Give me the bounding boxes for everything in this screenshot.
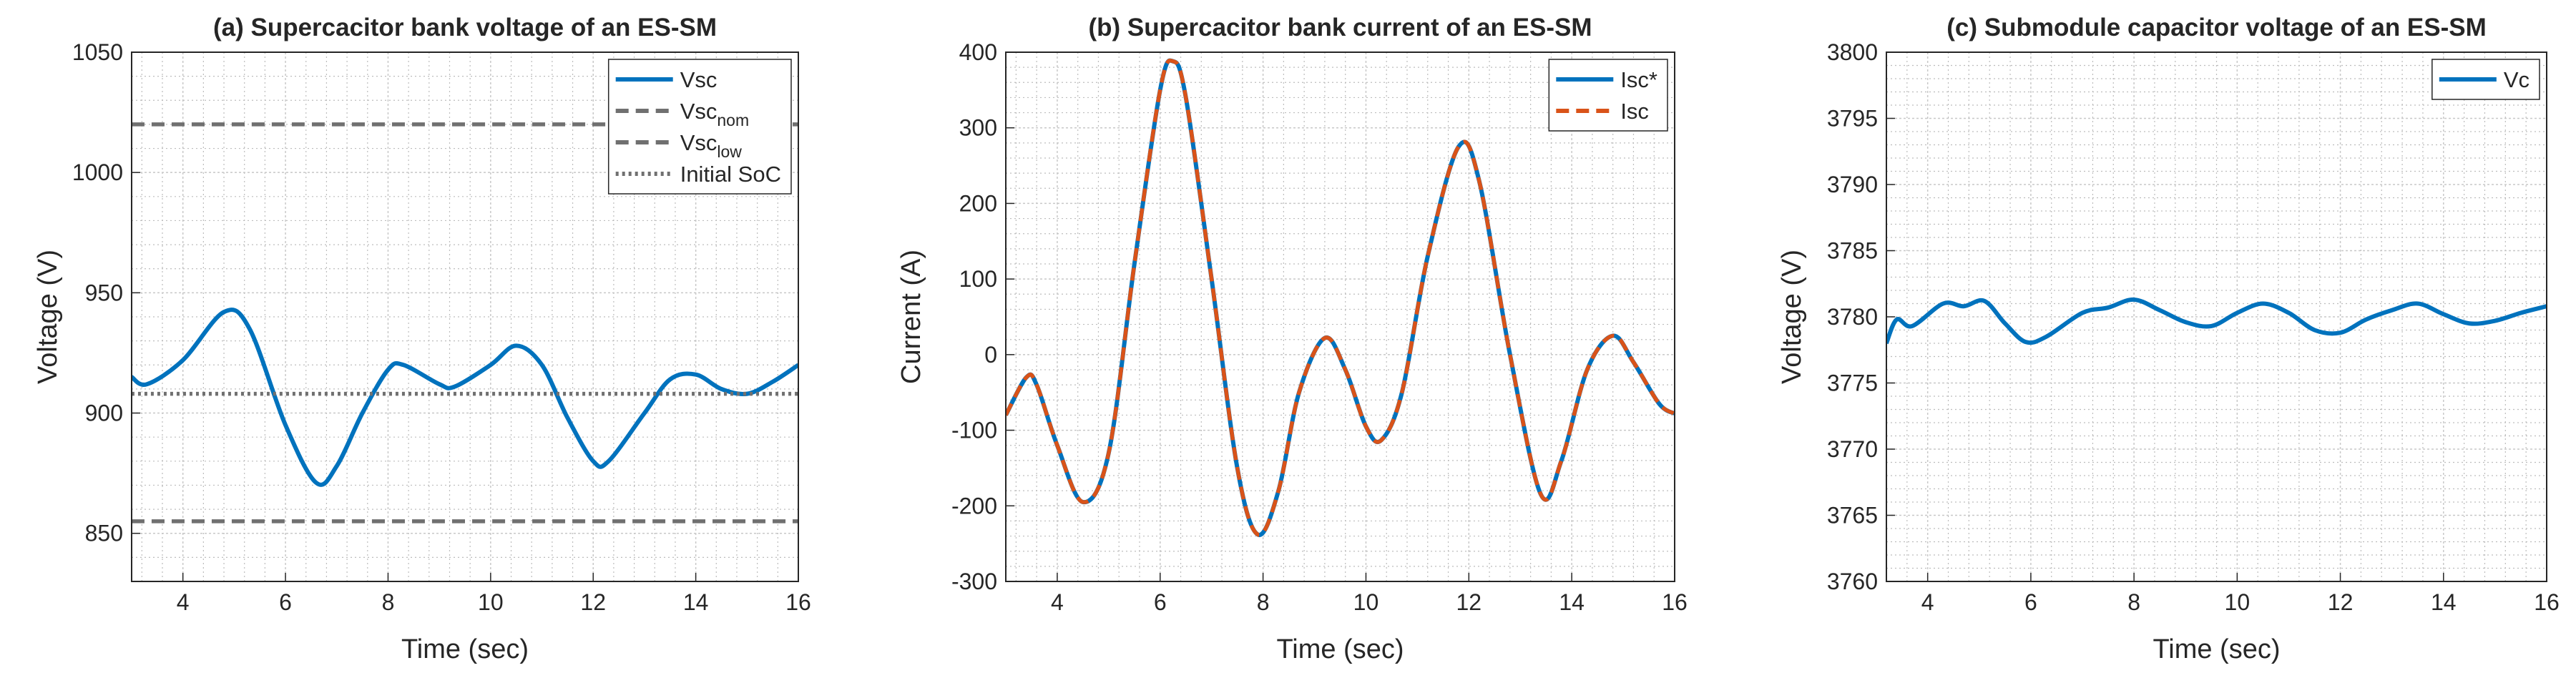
legend-name: Initial SoC: [680, 162, 781, 187]
x-axis-label: Time (sec): [2153, 634, 2280, 664]
legend-name: Isc: [1620, 99, 1649, 124]
y-tick-label: -100: [951, 418, 997, 443]
y-tick-label: 200: [959, 190, 997, 216]
legend-item: Isc: [1556, 99, 1649, 124]
y-axis-label: Voltage (V): [33, 250, 63, 384]
y-tick-label: -300: [951, 569, 997, 594]
legend-name: Isc*: [1620, 67, 1657, 92]
y-axis-label: Voltage (V): [1777, 250, 1807, 384]
chart: 850 900 950 1000 1050 4 6 8 10 12 14 16 (a) Supercac…: [33, 14, 811, 664]
y-tick-label: 0: [984, 342, 997, 368]
series-line: [1006, 58, 1675, 537]
x-tick-label: 14: [2431, 589, 2457, 615]
x-tick-label: 14: [683, 589, 709, 615]
axes-box: [1005, 51, 1675, 582]
y-tick-label: 3790: [1827, 172, 1878, 197]
series-line: [1886, 297, 2547, 345]
y-tick-label: 3760: [1827, 569, 1878, 594]
x-tick-label: 10: [478, 589, 504, 615]
legend-subscript: nom: [717, 111, 749, 129]
x-tick-label: 6: [1154, 589, 1167, 615]
y-tick-label: 3785: [1827, 238, 1878, 264]
legend-label: Vscnom: [680, 99, 749, 129]
legend-label: Isc*: [1620, 67, 1657, 92]
x-tick-label: 6: [279, 589, 292, 615]
x-tick-label: 16: [785, 589, 811, 615]
legend-name: Vc: [2504, 67, 2530, 92]
legend-label: Initial SoC: [680, 162, 781, 187]
y-tick-label: 1000: [72, 159, 123, 185]
x-tick-label: 16: [2534, 589, 2560, 615]
chart-title: (a) Supercacitor bank voltage of an ES-S…: [213, 14, 717, 41]
legend-box: [1548, 59, 1668, 132]
legend-label: Vc: [2504, 67, 2530, 92]
x-tick-label: 4: [1051, 589, 1064, 615]
y-tick-label: 3775: [1827, 370, 1878, 396]
x-tick-label: 8: [1257, 589, 1270, 615]
y-tick-label: 1050: [72, 39, 123, 65]
axes-box: [131, 51, 799, 582]
axes-box: [1886, 51, 2547, 582]
y-tick-label: 100: [959, 266, 997, 292]
x-tick-label: 4: [1921, 589, 1934, 615]
legend-name: Vsc: [680, 67, 718, 92]
legend-subscript: low: [717, 142, 742, 161]
x-tick-label: 16: [1662, 589, 1688, 615]
legend-item: Initial SoC: [615, 162, 781, 187]
y-tick-label: 3800: [1827, 39, 1878, 65]
y-tick-label: 950: [85, 280, 123, 305]
y-tick-label: 300: [959, 115, 997, 141]
legend-item: Vsclow: [615, 130, 743, 161]
legend-item: Isc*: [1556, 67, 1657, 92]
y-tick-label: 3770: [1827, 436, 1878, 462]
x-axis-label: Time (sec): [1276, 634, 1404, 664]
series-line: [132, 308, 798, 487]
x-tick-label: 12: [2328, 589, 2354, 615]
chart-title: (c) Submodule capacitor voltage of an ES…: [1946, 14, 2487, 41]
chart-title: (b) Supercacitor bank current of an ES-S…: [1089, 14, 1592, 41]
x-axis-label: Time (sec): [401, 634, 529, 664]
legend: Vc: [2431, 59, 2540, 100]
y-tick-label: 400: [959, 39, 997, 65]
legend-item: Vsc: [615, 67, 718, 92]
chart: 3760 3765 3770 3775 3780 3785 3790 3795 3800 4 6 8 1…: [1777, 14, 2560, 664]
legend-box: [607, 59, 792, 195]
legend-name: Vsc: [680, 130, 718, 155]
x-tick-label: 12: [580, 589, 606, 615]
y-tick-label: 850: [85, 521, 123, 546]
x-tick-label: 10: [2225, 589, 2251, 615]
legend: Isc* Isc: [1548, 59, 1668, 132]
y-axis-label: Current (A): [896, 250, 926, 384]
x-tick-label: 8: [2127, 589, 2140, 615]
x-tick-label: 12: [1456, 589, 1482, 615]
legend-name: Vsc: [680, 99, 718, 124]
x-tick-label: 6: [2024, 589, 2037, 615]
legend-item: Vc: [2439, 67, 2530, 92]
y-tick-label: 3795: [1827, 106, 1878, 132]
x-tick-label: 8: [382, 589, 395, 615]
y-tick-label: -200: [951, 493, 997, 519]
x-tick-label: 14: [1559, 589, 1585, 615]
y-tick-label: 3765: [1827, 503, 1878, 529]
chart: -300 -200 -100 0 100 200 300 400 4 6 8 10 12 14 16 (b) …: [896, 14, 1688, 664]
legend-label: Vsc: [680, 67, 718, 92]
y-tick-label: 900: [85, 401, 123, 426]
x-tick-label: 4: [177, 589, 190, 615]
legend-item: Vscnom: [615, 99, 749, 129]
legend-label: Isc: [1620, 99, 1649, 124]
y-tick-label: 3780: [1827, 304, 1878, 330]
x-tick-label: 10: [1353, 589, 1379, 615]
legend-label: Vsclow: [680, 130, 743, 161]
